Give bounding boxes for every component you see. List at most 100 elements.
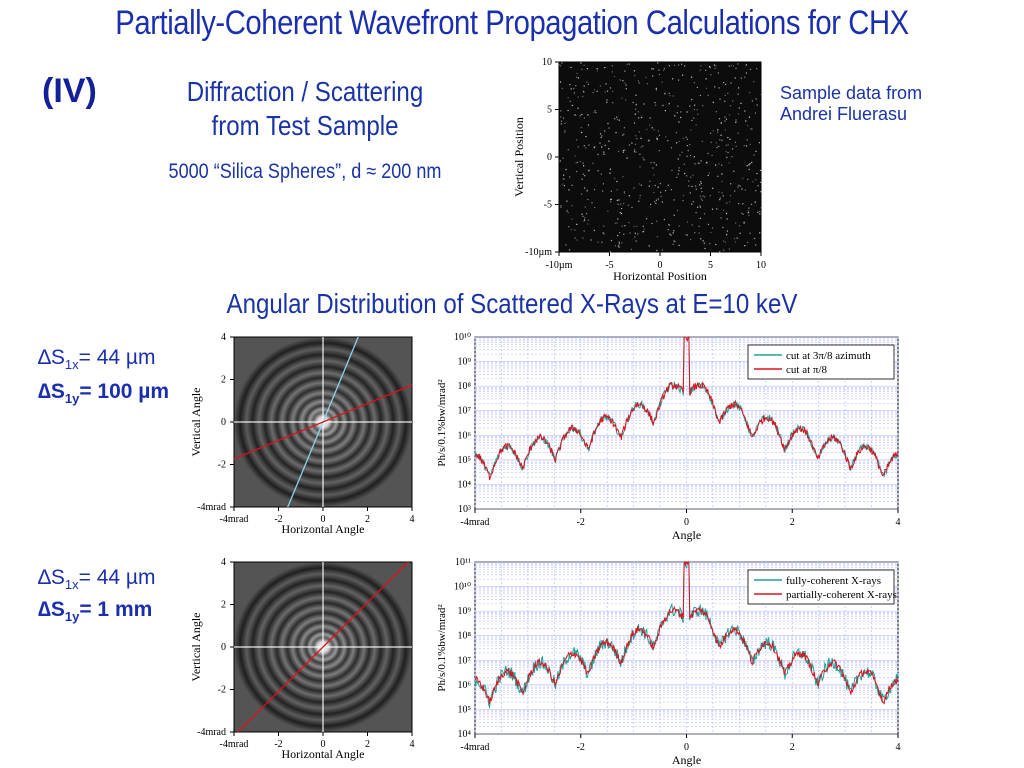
sample-sphere — [755, 98, 757, 100]
sample-sphere — [636, 138, 638, 140]
x-axis-label: Horizontal Position — [613, 269, 707, 283]
sample-sphere — [647, 140, 649, 142]
sample-sphere — [739, 225, 741, 227]
sample-sphere — [699, 195, 701, 197]
sample-sphere — [653, 162, 655, 164]
delta-s-symbol: ∆S — [38, 346, 65, 369]
page-title: Partially-Coherent Wavefront Propagation… — [115, 4, 909, 42]
sample-sphere — [671, 169, 673, 172]
sample-sphere — [564, 131, 566, 133]
sample-sphere — [738, 184, 740, 186]
sample-sphere — [614, 222, 616, 224]
sample-sphere — [599, 133, 602, 135]
sample-sphere — [637, 111, 639, 113]
sample-sphere — [656, 138, 658, 140]
sample-sphere — [678, 64, 680, 66]
sample-sphere — [720, 217, 722, 219]
y-axis-label: Vertical Position — [512, 117, 526, 197]
sample-sphere — [728, 248, 730, 250]
sample-sphere — [583, 91, 585, 93]
sample-sphere — [617, 203, 619, 205]
sample-sphere — [655, 202, 657, 204]
sample-sphere — [583, 145, 585, 147]
sample-sphere — [616, 199, 618, 201]
sample-sphere — [593, 89, 596, 91]
sample-sphere — [645, 76, 647, 78]
sample-sphere — [710, 141, 712, 143]
sample-sphere — [653, 191, 655, 194]
sample-sphere — [742, 213, 744, 215]
sample-sphere — [698, 232, 700, 234]
sample-sphere — [757, 211, 759, 213]
sample-sphere — [570, 229, 572, 231]
sample-sphere — [700, 160, 702, 162]
sample-sphere — [699, 206, 701, 208]
sample-sphere — [604, 91, 606, 93]
sample-description: 5000 “Silica Spheres”, d ≈ 200 nm — [168, 160, 442, 183]
sample-sphere — [602, 190, 604, 192]
x-axis-label: Angle — [672, 528, 701, 542]
sample-sphere — [571, 205, 573, 207]
sample-sphere — [694, 163, 696, 165]
sample-sphere — [701, 191, 703, 193]
section-heading-line2: from Test Sample — [211, 110, 399, 141]
sample-credit: Sample data from Andrei Fluerasu — [780, 83, 922, 125]
sample-sphere — [581, 113, 583, 116]
sample-sphere — [560, 116, 562, 118]
sample-sphere — [695, 185, 697, 187]
sample-sphere — [656, 236, 658, 238]
sample-sphere — [664, 190, 667, 192]
sample-sphere — [642, 145, 644, 147]
sample-sphere — [650, 203, 652, 205]
sample-sphere — [601, 241, 603, 243]
sample-sphere — [702, 105, 704, 107]
sample-sphere — [577, 77, 579, 79]
sample-sphere — [561, 87, 563, 89]
sample-sphere — [699, 184, 701, 186]
sample-sphere — [694, 104, 696, 106]
sample-sphere — [701, 140, 703, 142]
sample-sphere — [694, 232, 696, 234]
sample-sphere — [634, 232, 636, 234]
sample-sphere — [683, 163, 685, 165]
sample-sphere — [624, 225, 626, 227]
sample-sphere — [697, 162, 699, 164]
sample-sphere — [603, 151, 605, 153]
delta-s-symbol: ∆S — [38, 598, 65, 621]
y-tick-label: 10⁷ — [458, 655, 472, 666]
sample-sphere — [618, 241, 620, 243]
sample-sphere — [721, 140, 723, 142]
sample-sphere — [576, 239, 578, 241]
sample-sphere — [734, 190, 736, 192]
sample-sphere — [610, 201, 612, 203]
x-tick-label: -4mrad — [461, 517, 490, 528]
sample-sphere — [623, 127, 625, 129]
sample-sphere — [567, 212, 569, 214]
profile1-chart: -4mrad -2 0 2 4 10³ 10⁴ 10⁵ 10⁶ 10⁷ 10⁸ 10⁹ 10¹⁰ Angl… — [436, 332, 901, 542]
sample-sphere — [682, 194, 685, 197]
sample-sphere — [637, 80, 639, 82]
sample-sphere — [574, 155, 576, 157]
sample-sphere — [581, 213, 583, 215]
sample-sphere — [562, 157, 564, 159]
sample-sphere — [748, 214, 750, 217]
sample-sphere — [750, 128, 752, 130]
sample-sphere — [738, 202, 740, 205]
sample-sphere — [698, 162, 700, 164]
sample-sphere — [678, 121, 680, 123]
sample-sphere — [689, 192, 691, 194]
x-tick-label: -4mrad — [220, 514, 249, 525]
sample-sphere — [725, 151, 727, 153]
x-tick-label: 0 — [658, 260, 663, 271]
sample-sphere — [701, 199, 703, 201]
sample-sphere — [732, 65, 734, 67]
x-tick-label: 4 — [896, 517, 901, 528]
sample-sphere — [654, 201, 656, 203]
value: = 1 mm — [79, 598, 153, 621]
sample-sphere — [587, 219, 589, 221]
y-tick-label: 10⁴ — [458, 729, 472, 740]
sample-sphere — [735, 222, 737, 224]
sample-sphere — [651, 222, 653, 225]
sample-sphere — [668, 92, 670, 94]
sample-sphere — [686, 145, 688, 147]
